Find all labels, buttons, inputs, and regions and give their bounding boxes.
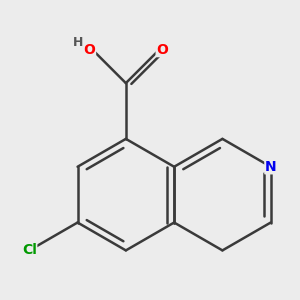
Text: H: H bbox=[73, 36, 84, 50]
Text: N: N bbox=[265, 160, 277, 174]
Text: Cl: Cl bbox=[22, 243, 37, 257]
Text: O: O bbox=[156, 43, 168, 57]
Text: O: O bbox=[84, 43, 95, 57]
